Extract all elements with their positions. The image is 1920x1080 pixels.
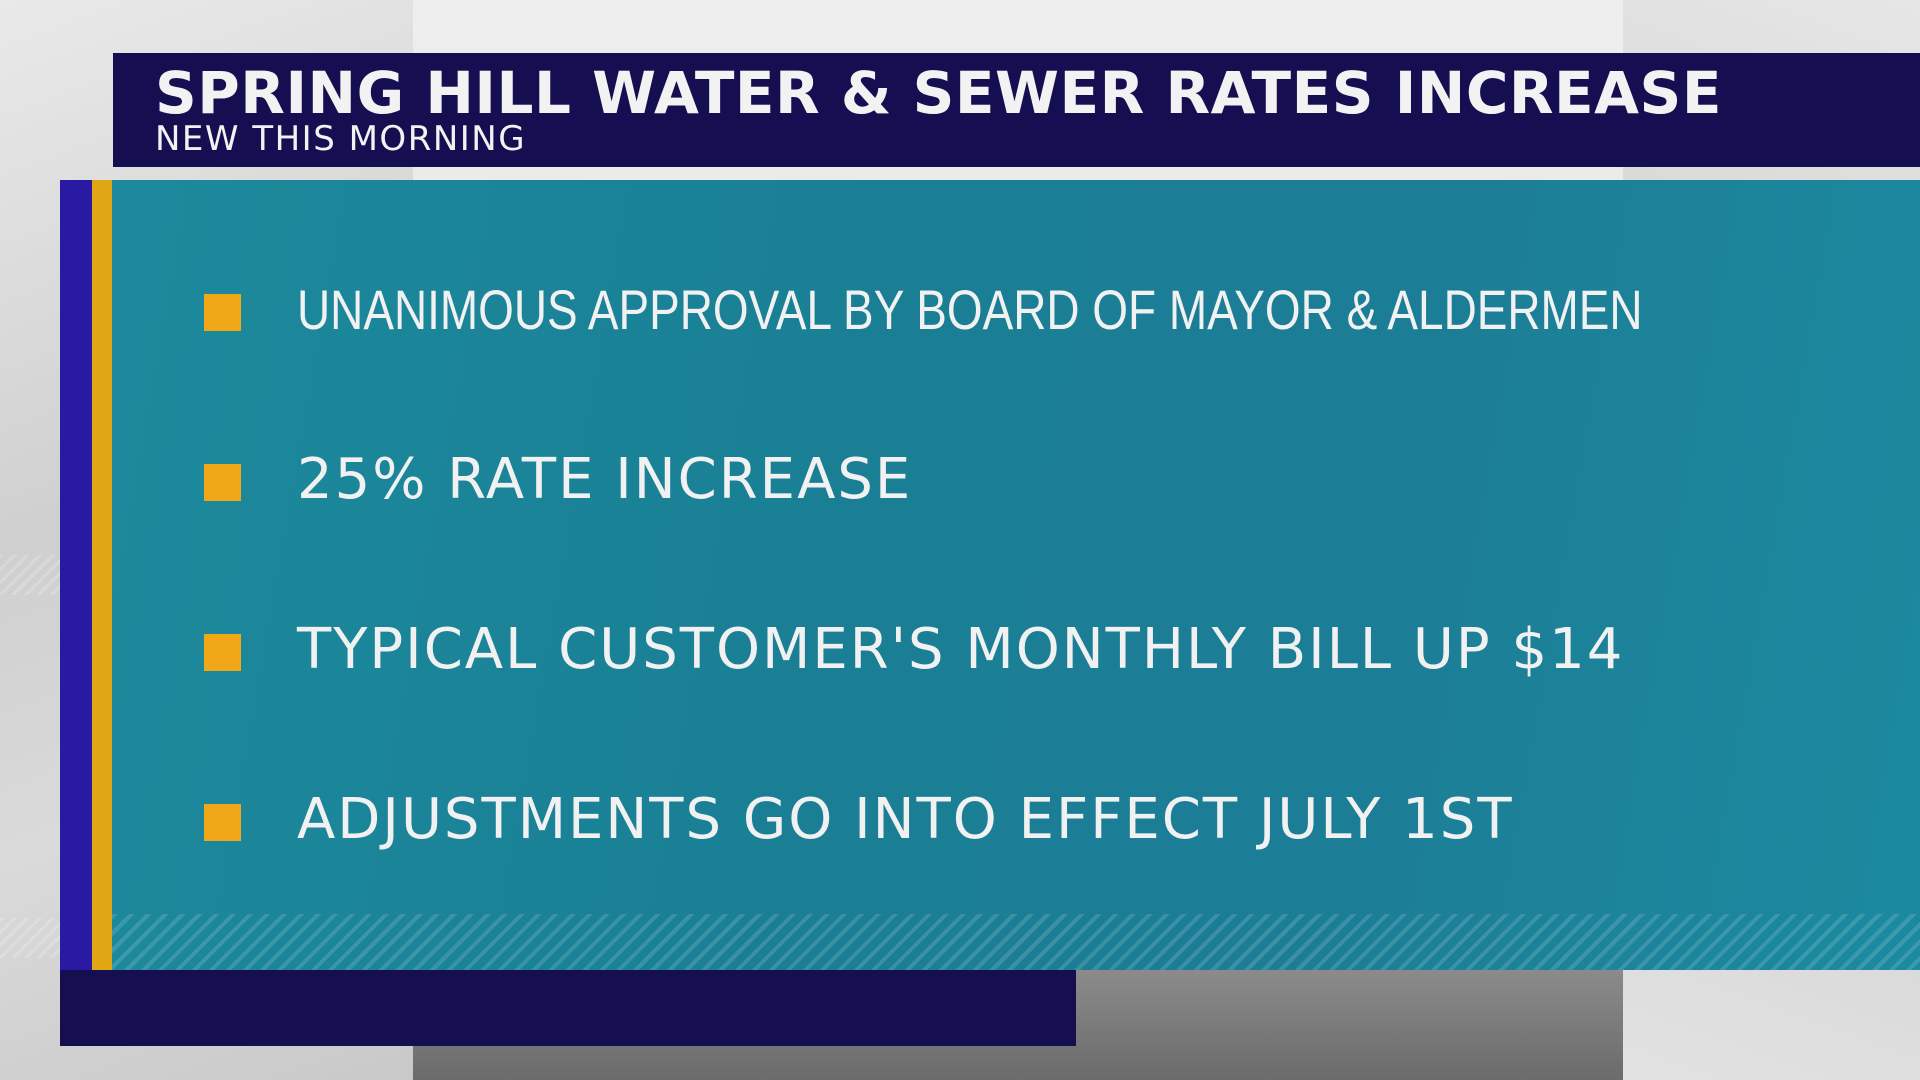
bullet-text: TYPICAL CUSTOMER'S MONTHLY BILL UP $14 (297, 617, 1625, 682)
bullet-item: ADJUSTMENTS GO INTO EFFECT JULY 1ST (112, 780, 1812, 860)
bullet-square-icon (204, 294, 241, 331)
bullet-text: 25% RATE INCREASE (297, 447, 913, 512)
bullet-square-icon (204, 634, 241, 671)
bullet-text: ADJUSTMENTS GO INTO EFFECT JULY 1ST (297, 787, 1514, 852)
panel-gold-edge (92, 180, 112, 970)
bullet-square-icon (204, 804, 241, 841)
bullet-item: UNANIMOUS APPROVAL BY BOARD OF MAYOR & A… (112, 270, 1812, 350)
bullet-square-icon (204, 464, 241, 501)
bullet-text: UNANIMOUS APPROVAL BY BOARD OF MAYOR & A… (297, 278, 1643, 341)
bullet-item: 25% RATE INCREASE (112, 440, 1812, 520)
headline-subtitle: NEW THIS MORNING (155, 119, 527, 159)
panel-blue-edge (60, 180, 92, 970)
headline-title: SPRING HILL WATER & SEWER RATES INCREASE (155, 59, 1722, 127)
bullet-panel: UNANIMOUS APPROVAL BY BOARD OF MAYOR & A… (112, 180, 1920, 970)
headline-banner: SPRING HILL WATER & SEWER RATES INCREASE… (113, 53, 1920, 167)
bullet-item: TYPICAL CUSTOMER'S MONTHLY BILL UP $14 (112, 610, 1812, 690)
panel-stripe (112, 914, 1920, 970)
